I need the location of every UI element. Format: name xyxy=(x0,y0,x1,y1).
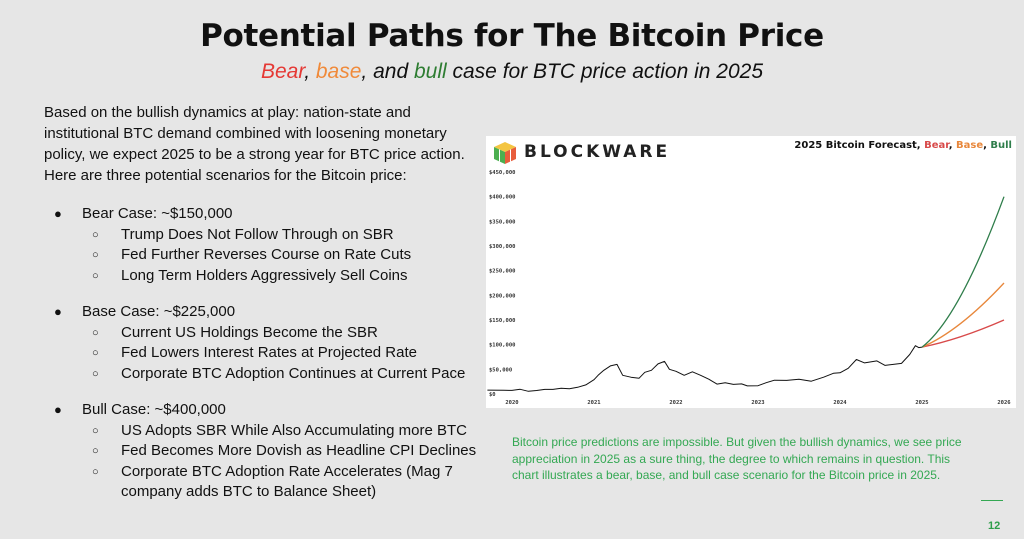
case-point-text: Fed Further Reverses Course on Rate Cuts xyxy=(121,246,412,263)
series-base-line xyxy=(921,282,1005,348)
chart-title-prefix: 2025 Bitcoin Forecast, xyxy=(794,140,925,151)
x-tick-label: 2020 xyxy=(505,400,518,406)
y-tick-label: $0 xyxy=(489,392,496,398)
subtitle-base: base xyxy=(315,60,362,83)
chart-title-bear: Bear xyxy=(924,140,949,151)
subtitle-bear: Bear xyxy=(261,60,305,83)
case-point: ○ US Adopts SBR While Also Accumulating m… xyxy=(44,421,484,442)
case-point-text: US Adopts SBR While Also Accumulating mo… xyxy=(121,421,467,439)
series-bull-line xyxy=(921,196,1005,348)
case-point: ○ Current US Holdings Become the SBR xyxy=(44,323,484,344)
y-tick-label: $350,000 xyxy=(489,219,516,225)
bull-case: ● Bull Case: ~$400,000 ○ US Adopts SBR Whi… xyxy=(44,400,484,503)
slide-subtitle: Bear, base, and bull case for BTC price … xyxy=(0,60,1024,84)
case-title: Bear Case: ~$150,000 xyxy=(82,205,233,222)
brand-name: BLOCKWARE xyxy=(524,142,671,162)
blockware-cube-icon xyxy=(494,142,516,164)
case-point: ○ Corporate BTC Adoption Rate Accelerates… xyxy=(44,462,484,503)
x-tick-label: 2022 xyxy=(669,400,682,406)
case-point-text: Fed Becomes More Dovish as Headline CPI … xyxy=(121,442,477,459)
circle-bullet-icon: ○ xyxy=(92,228,99,241)
case-point-text: Current US Holdings Become the SBR xyxy=(121,323,378,341)
bullet-icon: ● xyxy=(54,206,62,221)
series-history-line xyxy=(487,345,923,392)
chart-title-bull: Bull xyxy=(990,140,1012,151)
subtitle-sep-1: , xyxy=(304,60,316,83)
intro-paragraph: Based on the bullish dynamics at play: n… xyxy=(44,104,465,184)
case-point-text: Corporate BTC Adoption Rate Accelerates … xyxy=(121,462,453,501)
case-points: ○ Trump Does Not Follow Through on SBR ○ F… xyxy=(44,225,484,287)
forecast-chart-card: $0 $50,000 $100,000 $150,000 $200,000 $250,00… xyxy=(486,136,1016,408)
series-bear-line xyxy=(921,319,1005,348)
circle-bullet-icon: ○ xyxy=(92,269,99,282)
page-number: 12 xyxy=(988,520,1001,532)
circle-bullet-icon: ○ xyxy=(92,445,99,457)
circle-bullet-icon: ○ xyxy=(92,347,99,359)
chart-title: 2025 Bitcoin Forecast, Bear, Base, Bull xyxy=(794,140,1012,151)
x-tick-label: 2021 xyxy=(587,400,601,406)
footer-divider xyxy=(981,500,1003,501)
circle-bullet-icon: ○ xyxy=(92,367,99,380)
case-point-text: Corporate BTC Adoption Continues at Curr… xyxy=(121,364,466,382)
case-points: ○ US Adopts SBR While Also Accumulating m… xyxy=(44,421,484,503)
subtitle-sep-2: , and xyxy=(361,60,414,83)
y-tick-label: $250,000 xyxy=(489,269,516,275)
case-point: ○ Long Term Holders Aggressively Sell Coi… xyxy=(44,266,484,287)
case-points: ○ Current US Holdings Become the SBR ○ Fed… xyxy=(44,323,484,385)
case-point: ○ Trump Does Not Follow Through on SBR xyxy=(44,225,484,246)
y-tick-label: $400,000 xyxy=(489,195,516,201)
x-tick-label: 2023 xyxy=(751,400,764,406)
y-tick-label: $200,000 xyxy=(489,293,516,299)
circle-bullet-icon: ○ xyxy=(92,249,99,261)
chart-title-base: Base xyxy=(956,140,984,151)
case-title: Bull Case: ~$400,000 xyxy=(82,401,226,418)
case-list: ● Bear Case: ~$150,000 ○ Trump Does Not Fo… xyxy=(44,204,484,519)
circle-bullet-icon: ○ xyxy=(92,424,99,437)
case-point: ○ Fed Further Reverses Course on Rate Cut… xyxy=(44,245,484,266)
slide-title: Potential Paths for The Bitcoin Price xyxy=(200,18,824,54)
y-tick-label: $150,000 xyxy=(489,318,516,324)
x-tick-label: 2024 xyxy=(833,400,847,406)
bullet-icon: ● xyxy=(54,402,62,417)
base-case: ● Base Case: ~$225,000 ○ Current US Holdin… xyxy=(44,302,484,384)
chart-title-sep-1: , xyxy=(948,140,956,151)
y-tick-label: $100,000 xyxy=(489,343,516,349)
chart-title-sep-2: , xyxy=(983,140,991,151)
x-tick-label: 2026 xyxy=(997,400,1011,406)
case-point: ○ Corporate BTC Adoption Continues at Cur… xyxy=(44,364,484,385)
bullet-icon: ● xyxy=(54,304,62,319)
case-point-text: Fed Lowers Interest Rates at Projected R… xyxy=(121,344,417,361)
subtitle-rest: case for BTC price action in 2025 xyxy=(446,60,764,83)
case-point-text: Long Term Holders Aggressively Sell Coin… xyxy=(121,266,408,284)
case-title: Base Case: ~$225,000 xyxy=(82,303,236,320)
x-tick-label: 2025 xyxy=(915,400,928,406)
forecast-chart: $0 $50,000 $100,000 $150,000 $200,000 $250,00… xyxy=(487,170,1011,406)
case-heading: ● Base Case: ~$225,000 xyxy=(44,302,484,323)
case-point-text: Trump Does Not Follow Through on SBR xyxy=(121,225,394,243)
y-tick-label: $450,000 xyxy=(489,170,516,176)
case-heading: ● Bull Case: ~$400,000 xyxy=(44,400,484,421)
case-point: ○ Fed Lowers Interest Rates at Projected … xyxy=(44,343,484,364)
chart-caption: Bitcoin price predictions are impossible… xyxy=(512,435,962,482)
y-tick-label: $50,000 xyxy=(489,367,512,373)
bear-case: ● Bear Case: ~$150,000 ○ Trump Does Not Fo… xyxy=(44,204,484,286)
case-heading: ● Bear Case: ~$150,000 xyxy=(44,204,484,225)
circle-bullet-icon: ○ xyxy=(92,465,99,478)
y-tick-label: $300,000 xyxy=(489,244,516,250)
case-point: ○ Fed Becomes More Dovish as Headline CPI… xyxy=(44,441,484,462)
subtitle-bull: bull xyxy=(413,60,447,83)
circle-bullet-icon: ○ xyxy=(92,326,99,339)
